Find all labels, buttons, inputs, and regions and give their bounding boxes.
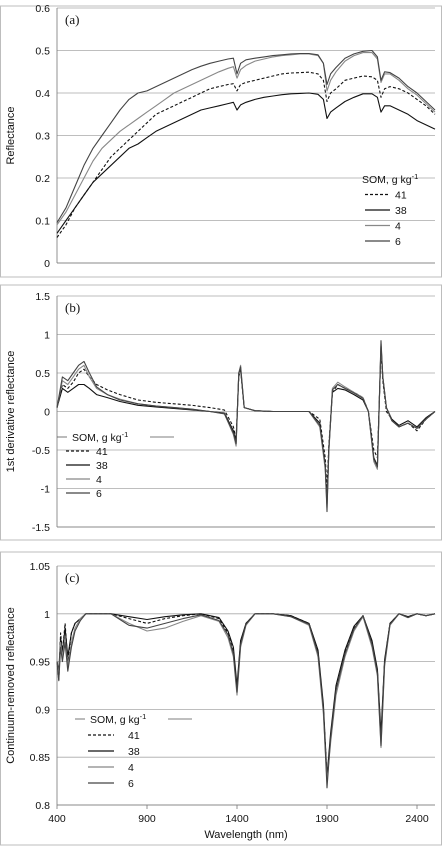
y-tick-label: 0.9 — [35, 704, 50, 716]
legend-label-41: 41 — [96, 446, 108, 458]
y-tick-label: -0.5 — [32, 445, 50, 457]
legend-title-superscript: -1 — [140, 712, 147, 721]
legend-title: SOM, g kg-1 — [72, 430, 128, 444]
y-tick-label: 1.5 — [35, 291, 50, 303]
legend-title-superscript: -1 — [412, 172, 419, 181]
y-tick-label: 1 — [44, 609, 50, 621]
x-tick-label: 900 — [138, 813, 156, 825]
legend-label-38: 38 — [128, 746, 140, 758]
legend-label-4: 4 — [395, 221, 401, 233]
series-line-6 — [56, 340, 436, 513]
y-tick-label: 1 — [44, 330, 50, 342]
series-line-38 — [56, 92, 436, 234]
legend-label-6: 6 — [395, 236, 401, 248]
series-line-4 — [56, 52, 436, 226]
panel-c: 0.8 0.85 0.9 0.95 1 1.05 400 900 1400 1900 2400 Wav… — [0, 551, 442, 846]
y-tick-label: 0.85 — [30, 752, 51, 764]
series-line-41 — [56, 71, 436, 238]
y-tick-label: 0.2 — [35, 173, 50, 185]
legend-label-6: 6 — [128, 778, 134, 790]
legend-title: SOM, g kg-1 — [90, 712, 146, 726]
panel-border — [0, 5, 442, 278]
y-tick-label: 1.05 — [30, 561, 51, 573]
series-line-6 — [56, 613, 436, 789]
y-tick-label: 0.95 — [30, 657, 51, 669]
legend-label-6: 6 — [96, 488, 102, 500]
x-tick-label: 400 — [48, 813, 66, 825]
y-axis-label: 1st derivative reflectance — [5, 351, 17, 473]
panel-label: (c) — [65, 570, 79, 585]
legend: SOM, g kg-1 41 38 4 6 — [75, 712, 192, 790]
y-tick-label: 0.5 — [35, 46, 50, 58]
y-tick-label: 0.3 — [35, 131, 50, 143]
x-axis-label: Wavelength (nm) — [204, 829, 287, 841]
legend: SOM, g kg-1 41 38 4 6 — [57, 430, 174, 500]
legend: SOM, g kg-1 41 38 4 6 — [362, 172, 418, 248]
panel-border — [0, 551, 442, 846]
y-tick-label: -1.5 — [32, 522, 50, 534]
y-tick-label: 0 — [44, 407, 50, 419]
panel-a: 0 0.1 0.2 0.3 0.4 0.5 0.6 Reflectance (a) SOM, g … — [0, 3, 442, 278]
legend-label-38: 38 — [395, 205, 407, 217]
panel-b: -1.5 -1 -0.5 0 0.5 1 1.5 1st derivative reflect… — [0, 284, 442, 541]
legend-label-41: 41 — [128, 730, 140, 742]
x-tick-label: 2400 — [405, 813, 429, 825]
x-tick-label: 1400 — [225, 813, 249, 825]
legend-label-38: 38 — [96, 460, 108, 472]
panel-label: (a) — [65, 12, 79, 27]
legend-label-4: 4 — [96, 474, 102, 486]
series-line-41 — [56, 349, 436, 490]
legend-label-4: 4 — [128, 762, 134, 774]
y-tick-label: 0.5 — [35, 368, 50, 380]
y-tick-label: 0.4 — [35, 88, 50, 100]
y-tick-label: 0.6 — [35, 3, 50, 15]
y-tick-label: 0.8 — [35, 800, 50, 812]
legend-title: SOM, g kg-1 — [362, 172, 418, 186]
panel-label: (b) — [65, 300, 80, 315]
legend-label-41: 41 — [395, 190, 407, 202]
series-line-6 — [56, 49, 436, 223]
legend-title-superscript: -1 — [122, 430, 129, 439]
y-axis-label: Continuum-removed reflectance — [5, 607, 17, 764]
y-axis-label: Reflectance — [5, 106, 17, 164]
y-tick-label: -1 — [41, 484, 50, 496]
y-tick-label: 0.1 — [35, 216, 50, 228]
y-tick-label: 0 — [44, 258, 50, 270]
x-tick-label: 1900 — [315, 813, 339, 825]
